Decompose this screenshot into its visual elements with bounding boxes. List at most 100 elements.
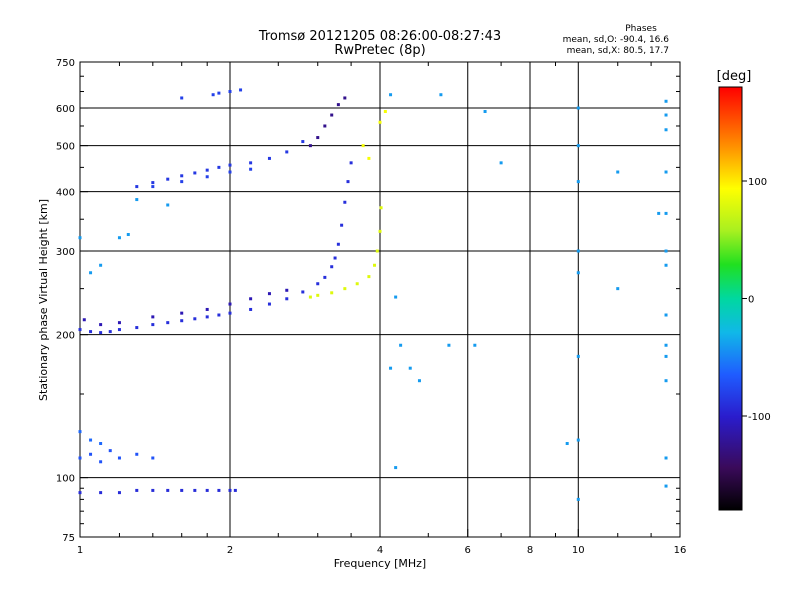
- y-tick-label: 75: [62, 533, 75, 544]
- echo-point: [228, 90, 232, 94]
- echo-point: [205, 175, 209, 179]
- echo-point: [193, 488, 197, 492]
- echo-point: [239, 88, 243, 92]
- echo-point: [285, 297, 289, 301]
- echo-point: [166, 321, 170, 325]
- echo-point: [228, 302, 232, 306]
- echo-point: [99, 460, 103, 464]
- colorbar-tick-label: -100: [748, 412, 771, 423]
- echo-point: [217, 488, 221, 492]
- echo-point: [576, 271, 580, 275]
- y-tick-label: 600: [56, 104, 75, 115]
- trace-top-echoes: [180, 88, 243, 100]
- echo-point: [78, 236, 82, 240]
- echo-point: [664, 484, 668, 488]
- echo-point: [89, 452, 93, 456]
- echo-point: [233, 488, 237, 492]
- echo-point: [664, 263, 668, 267]
- y-tick-label: 100: [56, 474, 75, 485]
- echo-point: [330, 113, 334, 117]
- echo-point: [576, 438, 580, 442]
- minor-ticks: [79, 61, 681, 538]
- echo-point: [205, 307, 209, 311]
- echo-point: [664, 99, 668, 103]
- echo-point: [180, 311, 184, 315]
- trace-multi-hop-o-mode-lower: [151, 167, 253, 189]
- echo-point: [135, 488, 139, 492]
- x-axis-tick-labels: 1 2 4 6 8 10 16: [77, 545, 687, 556]
- echo-point: [343, 200, 347, 204]
- echo-point: [228, 488, 232, 492]
- echo-point: [383, 109, 387, 113]
- echo-point: [285, 150, 289, 154]
- echo-point: [323, 124, 327, 128]
- echo-point: [82, 318, 86, 322]
- echo-point: [99, 323, 103, 327]
- echo-point: [135, 452, 139, 456]
- trace-es-echo: [78, 449, 155, 464]
- echo-point: [249, 167, 253, 171]
- echo-point: [389, 93, 393, 97]
- x-tick-label: 2: [227, 545, 233, 556]
- stats-line-x: mean, sd,X: 80.5, 17.7: [567, 46, 669, 56]
- echo-point: [117, 236, 121, 240]
- x-tick-label: 4: [377, 545, 383, 556]
- echo-points: [78, 88, 668, 501]
- echo-point: [316, 282, 320, 286]
- echo-point: [323, 275, 327, 279]
- echo-point: [367, 156, 371, 160]
- echo-point: [576, 354, 580, 358]
- echo-point: [447, 343, 451, 347]
- echo-point: [180, 488, 184, 492]
- echo-point: [473, 343, 477, 347]
- stats-line-o: mean, sd,O: -90.4, 16.6: [563, 35, 670, 45]
- echo-point: [499, 161, 503, 165]
- grid-lines: [80, 62, 680, 537]
- echo-point: [267, 156, 271, 160]
- y-tick-label: 500: [56, 142, 75, 153]
- echo-point: [576, 144, 580, 148]
- trace-f-layer-o-mode: [78, 161, 353, 335]
- echo-point: [361, 144, 365, 148]
- echo-point: [78, 491, 82, 495]
- echo-point: [333, 256, 337, 260]
- echo-point: [267, 302, 271, 306]
- echo-point: [217, 91, 221, 95]
- echo-point: [664, 249, 668, 253]
- echo-point: [664, 313, 668, 317]
- echo-point: [135, 198, 139, 202]
- echo-point: [135, 326, 139, 330]
- echo-point: [99, 442, 103, 446]
- echo-point: [126, 233, 130, 237]
- x-axis-label: Frequency [MHz]: [334, 557, 426, 570]
- echo-point: [308, 295, 312, 299]
- trace-es-echo-upper: [78, 430, 103, 446]
- echo-point: [389, 366, 393, 370]
- echo-point: [89, 271, 93, 275]
- echo-point: [664, 113, 668, 117]
- y-tick-label: 300: [56, 247, 75, 258]
- trace-f-layer-x-mode-upper: [361, 109, 387, 160]
- echo-point: [78, 430, 82, 434]
- trace-upper-o-mode: [308, 96, 347, 148]
- x-tick-label: 6: [465, 545, 471, 556]
- echo-point: [664, 379, 668, 383]
- echo-point: [346, 180, 350, 184]
- echo-point: [394, 295, 398, 299]
- echo-point: [89, 438, 93, 442]
- echo-point: [205, 168, 209, 172]
- echo-point: [355, 282, 359, 286]
- echo-point: [616, 170, 620, 174]
- echo-point: [108, 330, 112, 334]
- echo-point: [249, 297, 253, 301]
- echo-point: [330, 291, 334, 295]
- echo-point: [316, 136, 320, 140]
- echo-point: [336, 103, 340, 107]
- echo-point: [117, 456, 121, 460]
- plot-area: 1 2 4 6 8 10 16 75 100 200 300 400 500 600 750: [56, 58, 686, 556]
- echo-point: [228, 170, 232, 174]
- echo-point: [664, 354, 668, 358]
- echo-point: [117, 321, 121, 325]
- echo-point: [664, 128, 668, 132]
